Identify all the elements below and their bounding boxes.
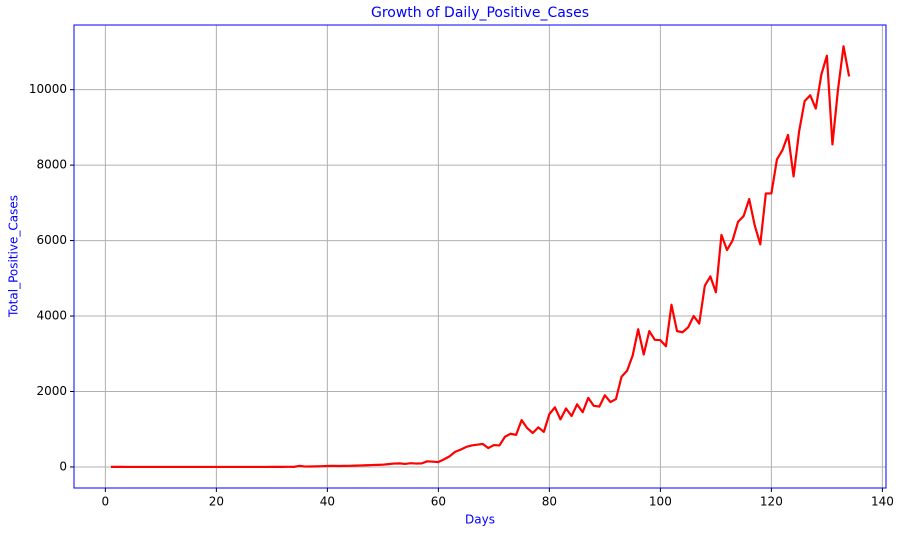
plot-frame	[73, 24, 887, 489]
y-tick-label: 2000	[36, 384, 67, 398]
x-tick-label: 120	[760, 495, 783, 509]
x-tick-label: 80	[542, 495, 557, 509]
x-tick-label: 140	[871, 495, 894, 509]
x-tick-label: 60	[431, 495, 446, 509]
chart-title: Growth of Daily_Positive_Cases	[371, 5, 589, 21]
x-tick-label: 40	[320, 495, 335, 509]
x-tick-label: 0	[102, 495, 110, 509]
x-tick-label: 100	[649, 495, 672, 509]
y-tick-label: 0	[59, 459, 67, 473]
x-axis-label: Days	[465, 513, 495, 527]
y-tick-label: 8000	[36, 158, 67, 172]
data-line	[110, 45, 851, 469]
y-axis-label: Total_Positive_Cases	[7, 195, 21, 318]
y-tick-label: 6000	[36, 233, 67, 247]
x-tick-label: 20	[209, 495, 224, 509]
y-tick-label: 10000	[29, 82, 67, 96]
y-tick-label: 4000	[36, 309, 67, 323]
